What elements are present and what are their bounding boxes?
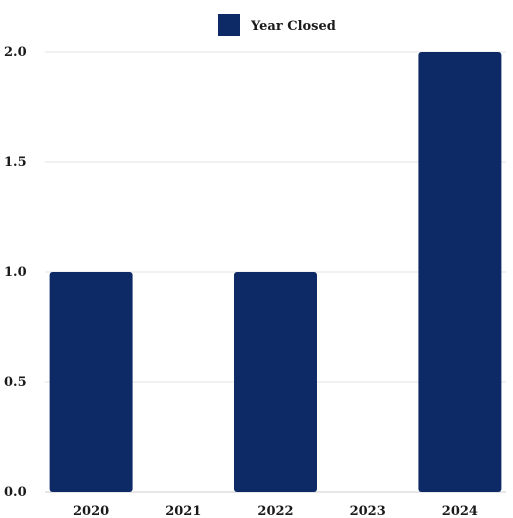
x-tick-label-2022: 2022 <box>257 504 293 518</box>
x-tick-label-2023: 2023 <box>350 504 386 518</box>
y-tick-label: 0.5 <box>4 375 27 390</box>
x-axis-tick-labels: 2020 2021 2022 2023 2024 <box>73 504 478 518</box>
legend-label-year-closed: Year Closed <box>250 19 336 34</box>
y-tick-label: 1.0 <box>4 265 27 280</box>
x-tick-label-2024: 2024 <box>442 504 478 518</box>
bar-2022 <box>234 272 317 492</box>
x-tick-label-2021: 2021 <box>165 504 201 518</box>
y-tick-label: 0.0 <box>4 485 27 500</box>
bar-2020 <box>49 272 133 492</box>
legend-swatch <box>218 14 240 36</box>
y-axis-tick-labels: 0.0 0.5 1.0 1.5 2.0 <box>4 45 27 500</box>
x-tick-label-2020: 2020 <box>73 504 109 518</box>
bar-2024 <box>418 52 502 492</box>
y-tick-label: 2.0 <box>4 45 27 60</box>
bars <box>49 52 502 492</box>
y-tick-label: 1.5 <box>4 155 27 170</box>
legend: Year Closed <box>218 14 336 36</box>
